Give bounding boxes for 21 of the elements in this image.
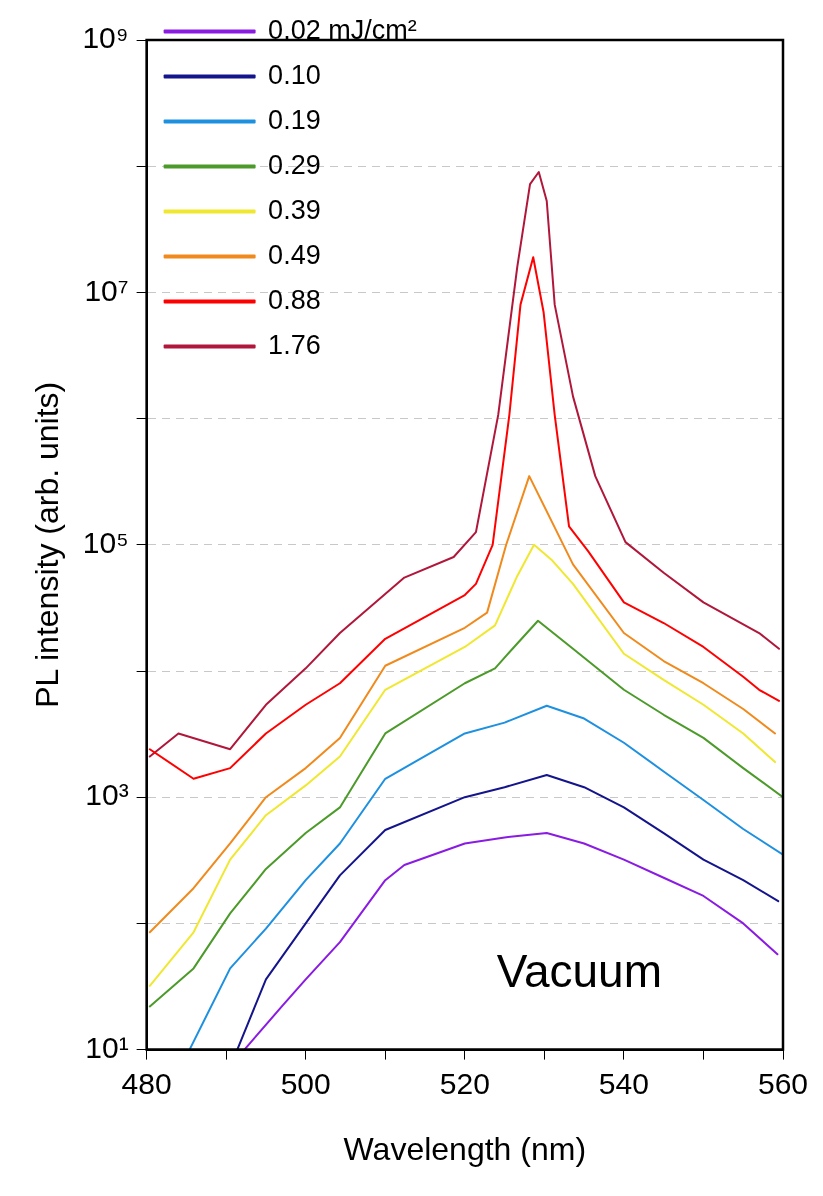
x-axis-title: Wavelength (nm) [343, 1130, 587, 1167]
legend-label: 0.02 mJ/cm² [268, 14, 417, 45]
legend-label: 0.49 [268, 239, 321, 270]
legend-label: 0.39 [268, 194, 321, 225]
y-tick-label: 10¹ [85, 1030, 129, 1064]
y-tick-label: 10⁹ [82, 21, 129, 55]
y-tick-label: 10³ [85, 778, 129, 812]
annotation: Vacuum [496, 944, 663, 997]
x-tick-label: 500 [280, 1066, 331, 1100]
legend-label: 0.88 [268, 284, 321, 315]
x-tick-label: 560 [757, 1066, 809, 1100]
y-axis-title: PL intensity (arb. units) [29, 381, 66, 708]
legend-label: 0.19 [268, 104, 321, 135]
y-tick-label: 10⁵ [82, 526, 129, 560]
legend-label: 0.10 [268, 59, 321, 90]
legend-label: 0.29 [268, 149, 321, 180]
y-tick-label: 10⁷ [84, 273, 129, 307]
x-tick-label: 480 [121, 1066, 172, 1100]
legend-label: 1.76 [268, 329, 321, 360]
x-tick-label: 520 [439, 1066, 490, 1100]
x-tick-label: 540 [598, 1066, 649, 1100]
